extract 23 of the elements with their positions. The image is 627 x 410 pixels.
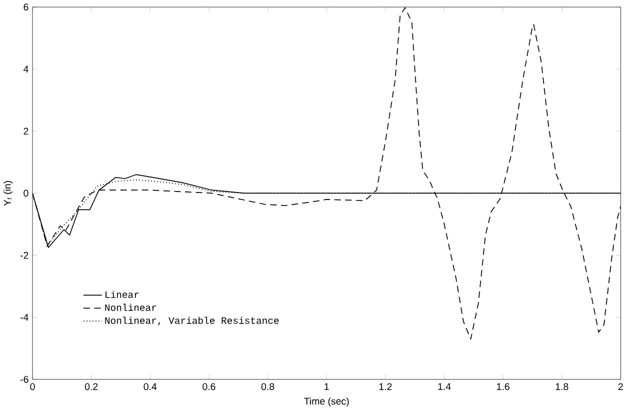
x-tick-label: 1.4 bbox=[438, 383, 451, 390]
y-tick-label: 6 bbox=[24, 4, 28, 10]
y-tick-label: 4 bbox=[24, 66, 28, 72]
y-tick-label: -4 bbox=[20, 314, 28, 321]
x-tick-label: 0.4 bbox=[144, 383, 157, 390]
y-tick-label: 2 bbox=[24, 128, 28, 134]
x-tick-label: 2 bbox=[618, 383, 623, 390]
legend-label: Nonlinear bbox=[105, 304, 156, 311]
x-tick-label: 1.2 bbox=[379, 383, 392, 390]
y-tick-label: 0 bbox=[24, 190, 28, 197]
x-tick-label: 0.8 bbox=[261, 383, 274, 390]
legend-label: Linear bbox=[106, 290, 139, 298]
legend-label: Nonlinear, Variable Resistance bbox=[105, 316, 279, 326]
x-tick-label: 1.8 bbox=[556, 383, 568, 390]
x-tick-label: 1.6 bbox=[497, 383, 510, 390]
x-tick-label: 0.2 bbox=[84, 383, 98, 390]
x-tick-label: 1 bbox=[324, 383, 329, 390]
y-tick-label: -6 bbox=[20, 376, 28, 383]
x-tick-label: 0.6 bbox=[202, 383, 216, 390]
x-tick-label: 0 bbox=[30, 383, 35, 390]
y-axis-title: Y$_{f}$ (in) bbox=[4, 180, 13, 206]
y-tick-label: -2 bbox=[20, 252, 28, 259]
x-axis-title: Time (sec) bbox=[304, 397, 349, 406]
